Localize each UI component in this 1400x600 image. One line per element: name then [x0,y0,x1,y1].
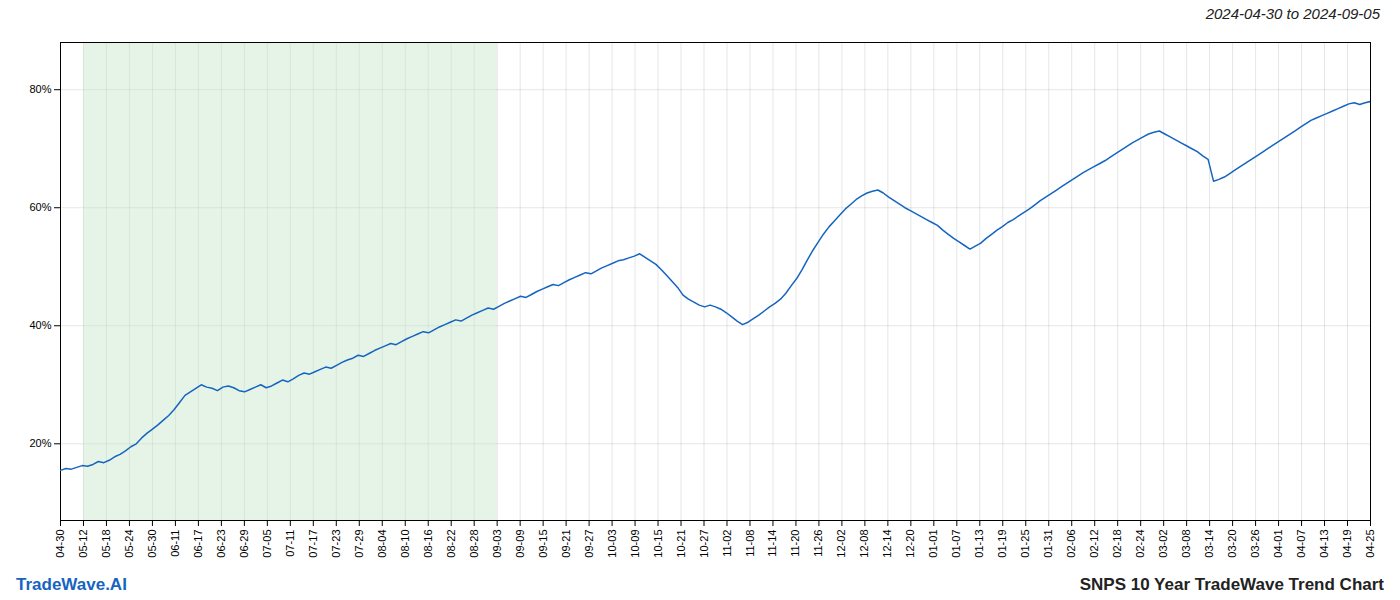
html-text:SNPS 10 Year TradeWave Trend C: SNPS 10 Year TradeWave Trend Chart [1079,575,1384,594]
svg-text:09-09: 09-09 [514,530,526,558]
svg-text:09-21: 09-21 [560,530,572,558]
svg-text:07-29: 07-29 [353,530,365,558]
svg-text:03-26: 03-26 [1249,530,1261,558]
svg-text:05-30: 05-30 [146,530,158,558]
svg-text:09-03: 09-03 [491,530,503,558]
svg-text:01-07: 01-07 [950,530,962,558]
svg-text:01-25: 01-25 [1019,530,1031,558]
svg-text:12-02: 12-02 [835,530,847,558]
svg-text:08-04: 08-04 [376,530,388,558]
svg-text:08-10: 08-10 [399,530,411,558]
html-text:TradeWave.AI: TradeWave.AI [16,575,127,594]
svg-text:04-13: 04-13 [1318,530,1330,558]
svg-text:03-08: 03-08 [1180,530,1192,558]
svg-text:05-12: 05-12 [77,530,89,558]
svg-text:02-12: 02-12 [1088,530,1100,558]
svg-text:04-01: 04-01 [1272,530,1284,558]
svg-text:80%: 80% [29,83,51,95]
svg-text:07-23: 07-23 [330,530,342,558]
svg-text:09-27: 09-27 [583,530,595,558]
svg-text:10-27: 10-27 [698,530,710,558]
html-text:2024-04-30 to 2024-09-05: 2024-04-30 to 2024-09-05 [1205,4,1380,22]
svg-text:07-17: 07-17 [307,530,319,558]
svg-text:08-28: 08-28 [468,530,480,558]
svg-text:08-22: 08-22 [445,530,457,558]
svg-text:11-02: 11-02 [721,530,733,557]
svg-text:03-14: 03-14 [1203,530,1215,558]
svg-text:04-30: 04-30 [54,530,66,558]
svg-text:04-07: 04-07 [1295,530,1307,558]
svg-text:01-31: 01-31 [1042,530,1054,558]
svg-text:10-21: 10-21 [675,530,687,558]
svg-text:20%: 20% [29,437,51,449]
svg-text:03-20: 03-20 [1226,530,1238,558]
svg-text:03-02: 03-02 [1157,530,1169,558]
svg-text:02-18: 02-18 [1111,530,1123,558]
svg-text:11-26: 11-26 [812,530,824,557]
svg-text:10-03: 10-03 [606,530,618,558]
svg-text:02-06: 02-06 [1065,530,1077,558]
svg-text:06-17: 06-17 [192,530,204,558]
svg-text:11-08: 11-08 [743,530,755,557]
svg-text:07-05: 07-05 [261,530,273,558]
svg-text:08-16: 08-16 [422,530,434,558]
svg-text:09-15: 09-15 [537,530,549,558]
svg-text:06-23: 06-23 [215,530,227,558]
svg-text:11-20: 11-20 [789,530,801,557]
svg-text:06-29: 06-29 [238,530,250,558]
svg-text:02-24: 02-24 [1134,530,1146,558]
svg-text:11-14: 11-14 [766,530,778,557]
svg-text:10-09: 10-09 [629,530,641,558]
svg-text:06-11: 06-11 [169,530,181,557]
svg-text:12-08: 12-08 [858,530,870,558]
svg-text:60%: 60% [29,201,51,213]
svg-text:07-11: 07-11 [284,530,296,557]
svg-text:40%: 40% [29,319,51,331]
svg-text:10-15: 10-15 [652,530,664,558]
svg-text:01-13: 01-13 [973,530,985,558]
svg-text:12-14: 12-14 [881,530,893,558]
svg-text:05-24: 05-24 [123,530,135,558]
svg-text:04-25: 04-25 [1364,530,1376,558]
svg-text:01-19: 01-19 [996,530,1008,558]
svg-text:12-20: 12-20 [904,530,916,558]
svg-text:05-18: 05-18 [100,530,112,558]
svg-text:04-19: 04-19 [1341,530,1353,558]
svg-text:01-01: 01-01 [927,530,939,558]
